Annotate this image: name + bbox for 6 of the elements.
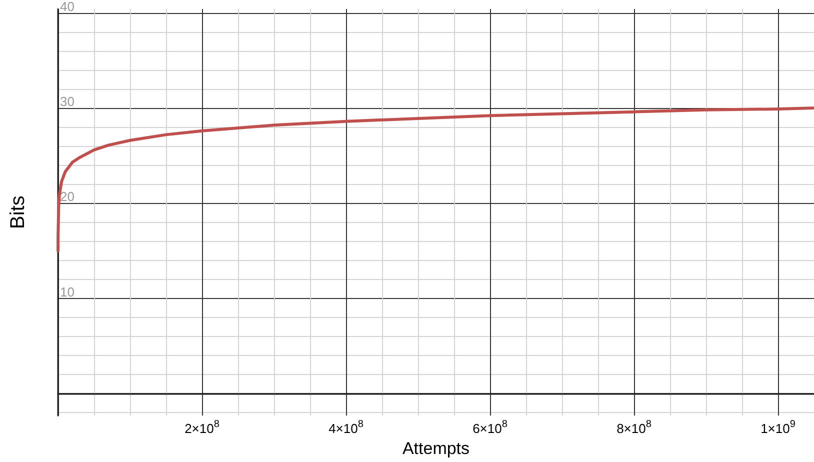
x-axis-title: Attempts	[402, 439, 470, 458]
y-axis-title: Bits	[7, 196, 29, 229]
y-tick-label: 40	[60, 0, 74, 14]
y-tick-label: 30	[60, 94, 74, 110]
y-tick-label: 10	[60, 284, 74, 300]
y-tick-label: 20	[60, 189, 74, 204]
